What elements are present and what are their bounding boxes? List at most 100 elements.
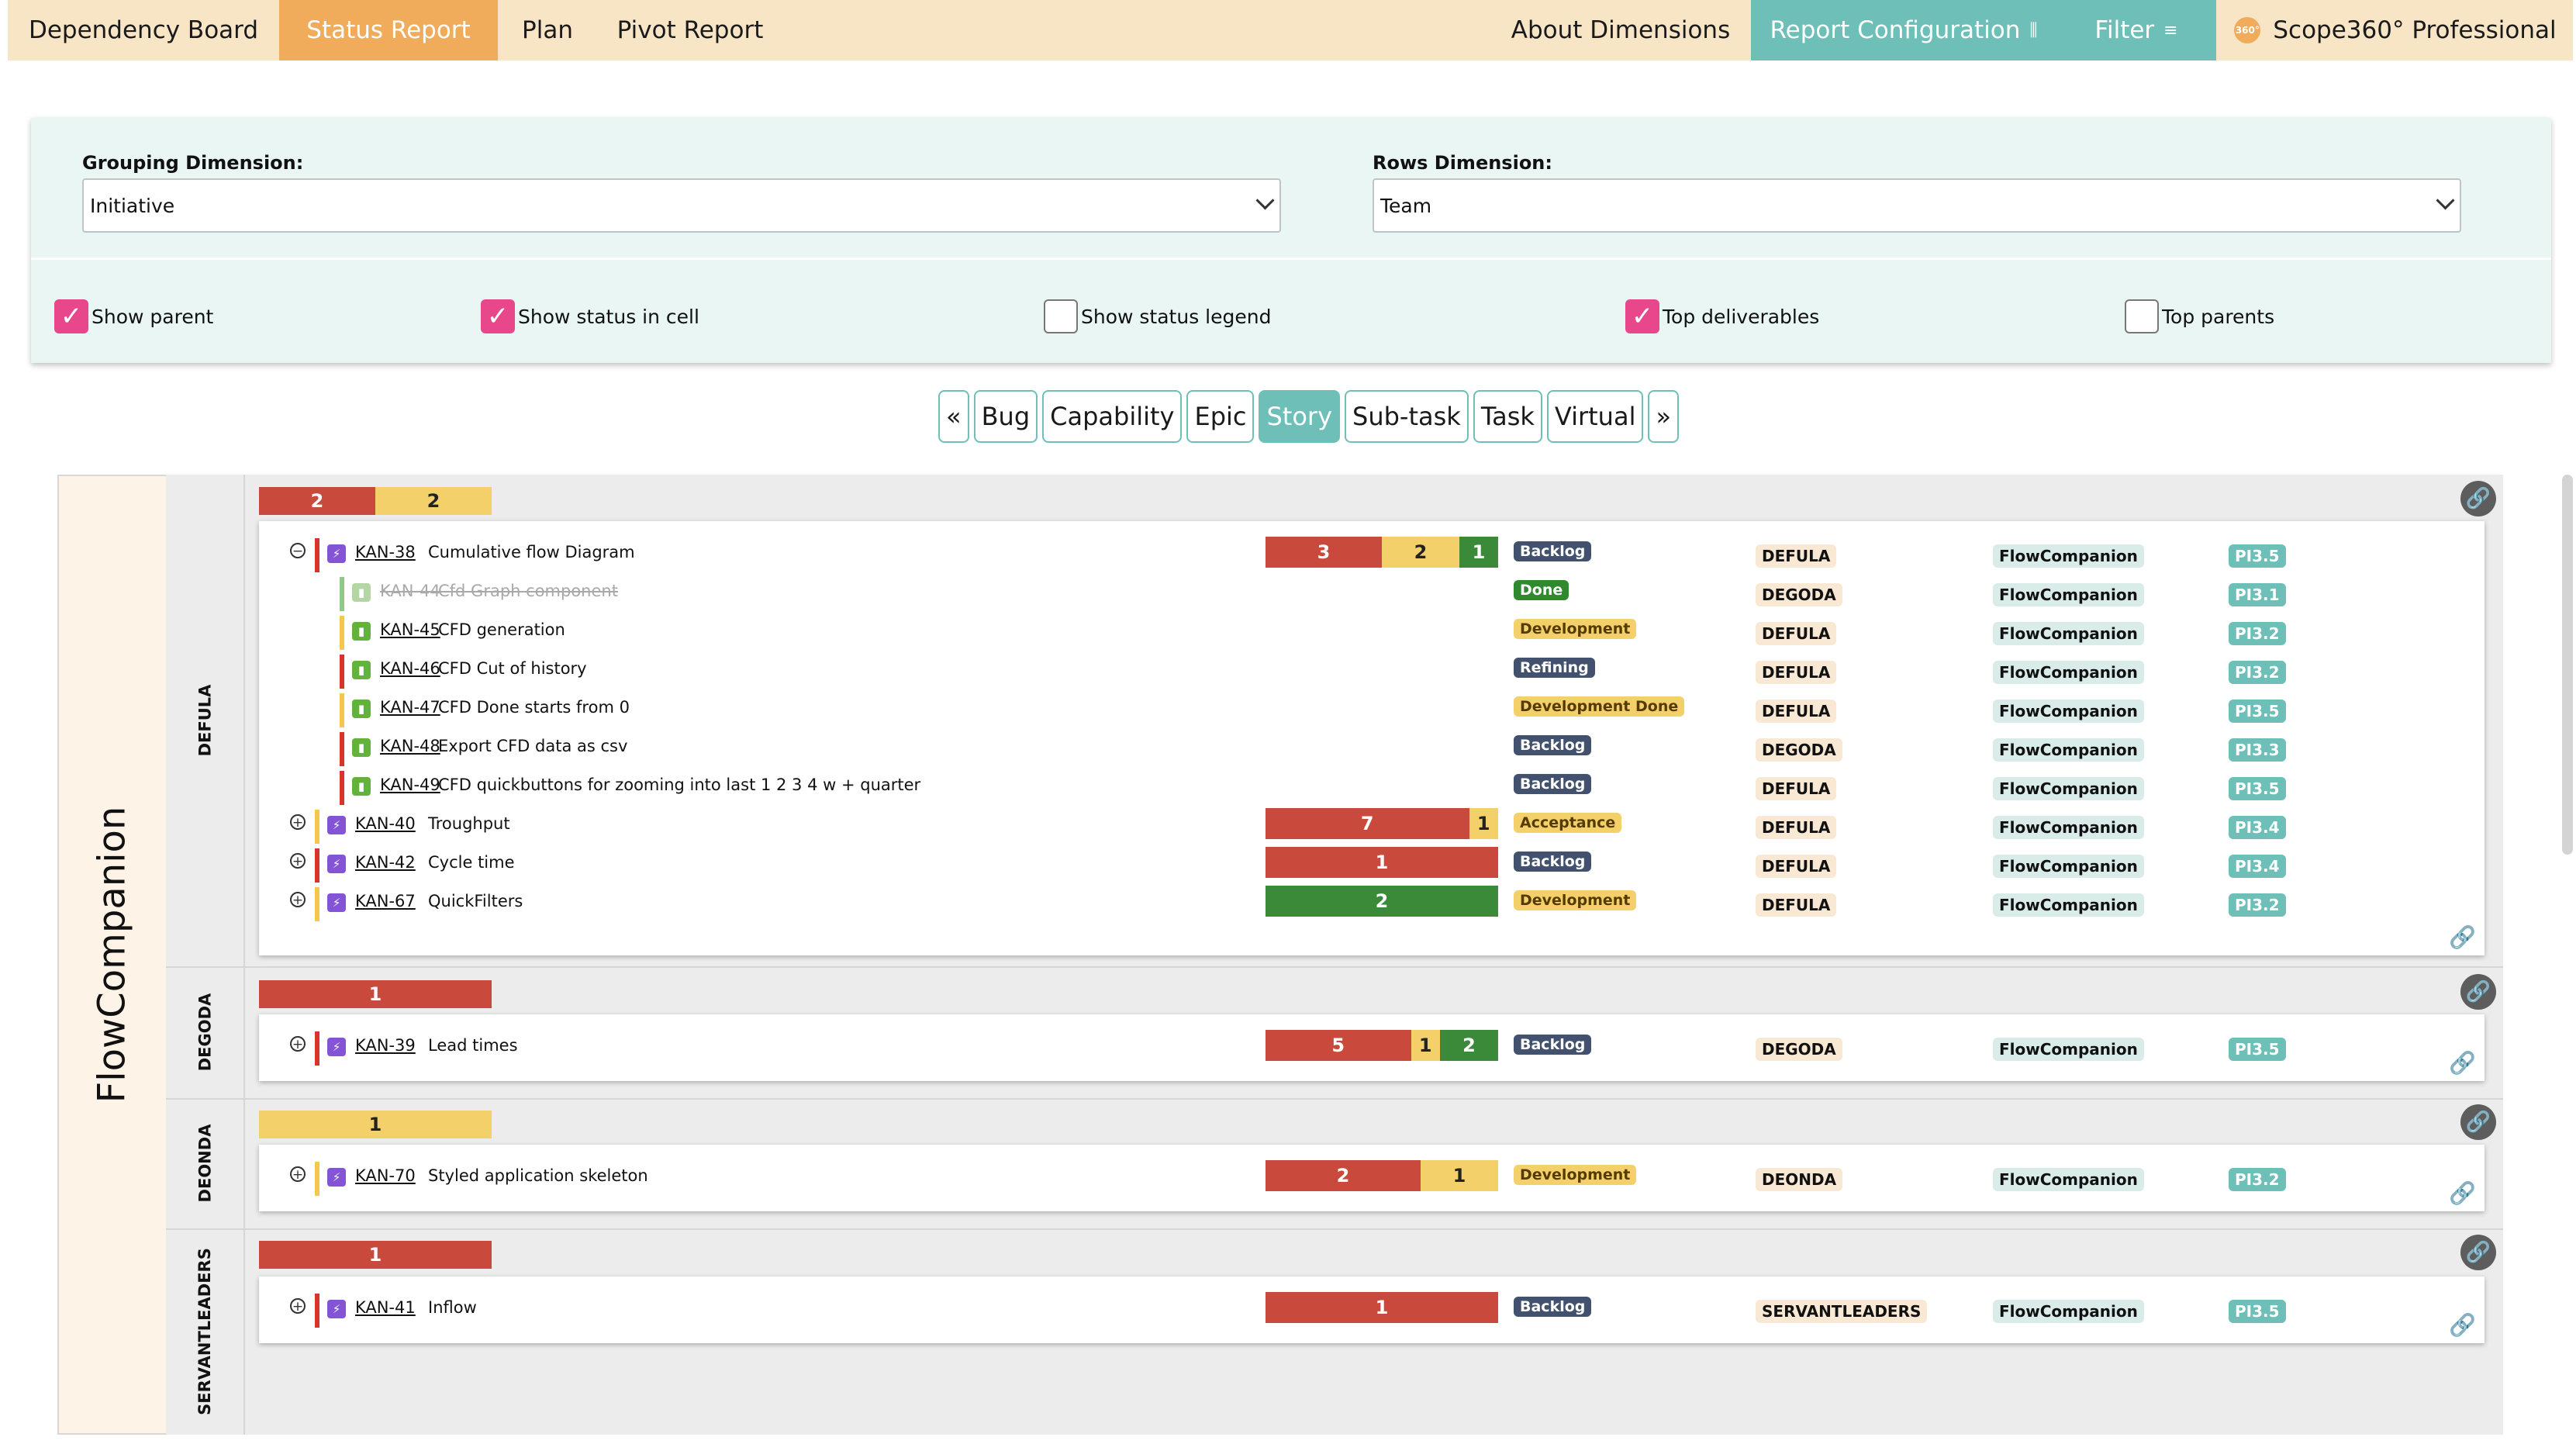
issue-row: ▮ KAN-46 CFD Cut of history Refining DEFULA F… xyxy=(259,653,2484,690)
issue-key-link[interactable]: KAN-42 xyxy=(355,853,416,872)
expand-icon[interactable]: + xyxy=(290,1298,306,1314)
issue-key-link[interactable]: KAN-70 xyxy=(355,1166,416,1185)
vertical-scrollbar[interactable] xyxy=(2562,475,2573,855)
team-row-separator xyxy=(243,966,245,1098)
collapse-icon[interactable]: − xyxy=(290,543,306,558)
issue-key-link[interactable]: KAN-38 xyxy=(355,543,416,561)
initiative-tag: FlowCompanion xyxy=(1993,1038,2144,1061)
link-icon[interactable]: 🔗 xyxy=(2460,1235,2496,1270)
initiative-tag: FlowCompanion xyxy=(1993,816,2144,839)
initiative-tag: FlowCompanion xyxy=(1993,738,2144,762)
checkbox-box[interactable] xyxy=(1044,299,1078,333)
progress-segment: 5 xyxy=(1266,1030,1411,1061)
link-icon[interactable]: 🔗 xyxy=(2460,974,2496,1010)
issue-title: Lead times xyxy=(428,1036,518,1055)
progress-bar: 1 xyxy=(1266,847,1498,878)
link-icon[interactable]: 🔗 xyxy=(2460,481,2496,516)
nav-plan[interactable]: Plan xyxy=(498,0,597,60)
issue-key-link[interactable]: KAN-46 xyxy=(380,659,440,678)
team-row-separator xyxy=(243,1098,245,1228)
issue-type-story[interactable]: Story xyxy=(1259,390,1341,443)
checkbox-box[interactable]: ✓ xyxy=(54,299,88,333)
brand-label: Scope360° Professional xyxy=(2273,16,2557,44)
expand-icon[interactable]: + xyxy=(290,1166,306,1182)
issue-key-link[interactable]: KAN-40 xyxy=(355,814,416,833)
nav-pivot-report[interactable]: Pivot Report xyxy=(597,0,783,60)
nav-brand[interactable]: 360° Scope360° Professional xyxy=(2218,0,2573,60)
expand-icon[interactable]: + xyxy=(290,853,306,869)
issue-key-link[interactable]: KAN-45 xyxy=(380,620,440,639)
checkbox-top-deliverables[interactable]: ✓ Top deliverables xyxy=(1625,299,1819,333)
issue-type-capability[interactable]: Capability xyxy=(1042,390,1183,443)
checkbox-box[interactable]: ✓ xyxy=(481,299,515,333)
progress-segment: 3 xyxy=(1266,537,1382,568)
issue-row: + ⚡ KAN-42 Cycle time 1 Backlog DEFULA FlowComp… xyxy=(259,847,2484,884)
pager-prev-button[interactable]: « xyxy=(938,390,969,443)
issue-key-link[interactable]: KAN-44 xyxy=(380,582,440,600)
rows-dimension-select[interactable]: Team xyxy=(1373,178,2461,233)
issue-title: CFD Done starts from 0 xyxy=(438,698,630,717)
issue-card: + ⚡ KAN-39 Lead times 5 1 2 Backlog DEGODA FlowCo… xyxy=(259,1014,2484,1081)
checkbox-box[interactable]: ✓ xyxy=(1625,299,1659,333)
checkbox-show-status-in-cell[interactable]: ✓ Show status in cell xyxy=(481,299,699,333)
summary-segment: 1 xyxy=(259,1241,492,1269)
priority-stripe xyxy=(340,771,344,805)
issue-type-virtual[interactable]: Virtual xyxy=(1546,390,1644,443)
issue-type-sub-task[interactable]: Sub-task xyxy=(1345,390,1469,443)
checkbox-top-parents[interactable]: Top parents xyxy=(2125,299,2274,333)
summary-segment: 1 xyxy=(259,1111,492,1138)
priority-stripe xyxy=(315,1294,319,1328)
link-icon[interactable]: 🔗 xyxy=(2460,1104,2496,1140)
issue-key-link[interactable]: KAN-48 xyxy=(380,737,440,755)
group-label: FlowCompanion xyxy=(57,475,166,1435)
team-row-label-text: SERVANTLEADERS xyxy=(195,1248,215,1415)
issue-title: Export CFD data as csv xyxy=(438,737,628,755)
expand-icon[interactable]: + xyxy=(290,1036,306,1052)
issue-type-epic[interactable]: Epic xyxy=(1186,390,1255,443)
expand-icon[interactable]: + xyxy=(290,814,306,830)
check-icon: ✓ xyxy=(486,301,509,332)
issue-row: ▮ KAN-47 CFD Done starts from 0 Development… xyxy=(259,692,2484,729)
team-tag: DEFULA xyxy=(1756,777,1837,800)
pager-next-button[interactable]: » xyxy=(1648,390,1680,443)
nav-report-configuration[interactable]: Report Configuration ⫼ xyxy=(1751,0,2056,60)
link-icon[interactable]: 🔗 xyxy=(2449,924,2476,950)
initiative-tag: FlowCompanion xyxy=(1993,544,2144,568)
expand-icon[interactable]: + xyxy=(290,892,306,907)
issue-key-link[interactable]: KAN-39 xyxy=(355,1036,416,1055)
pi-tag: PI3.5 xyxy=(2229,1038,2286,1061)
checkbox-box[interactable] xyxy=(2125,299,2159,333)
initiative-tag: FlowCompanion xyxy=(1993,1300,2144,1323)
team-row-label-text: DEGODA xyxy=(195,993,214,1072)
config-divider xyxy=(31,257,2551,260)
grouping-dimension-select[interactable]: Initiative xyxy=(82,178,1281,233)
team-row-label: DEGODA xyxy=(166,966,243,1098)
grouping-dimension-value: Initiative xyxy=(90,194,175,217)
nav-dependency-board[interactable]: Dependency Board xyxy=(8,0,279,60)
team-tag: DEGODA xyxy=(1756,583,1842,606)
nav-status-report[interactable]: Status Report xyxy=(279,0,498,60)
checkbox-show-status-legend[interactable]: Show status legend xyxy=(1044,299,1271,333)
link-icon[interactable]: 🔗 xyxy=(2449,1312,2476,1338)
priority-stripe xyxy=(340,732,344,766)
issue-key-link[interactable]: KAN-67 xyxy=(355,892,416,910)
issue-key-link[interactable]: KAN-49 xyxy=(380,776,440,794)
link-icon[interactable]: 🔗 xyxy=(2449,1050,2476,1076)
link-icon[interactable]: 🔗 xyxy=(2449,1180,2476,1206)
issue-key-link[interactable]: KAN-41 xyxy=(355,1298,416,1317)
status-badge: Refining xyxy=(1514,658,1595,678)
issue-key-link[interactable]: KAN-47 xyxy=(380,698,440,717)
pi-tag: PI3.5 xyxy=(2229,544,2286,568)
progress-segment: 2 xyxy=(1266,886,1498,917)
issue-type-task[interactable]: Task xyxy=(1473,390,1542,443)
checkbox-show-parent[interactable]: ✓ Show parent xyxy=(54,299,213,333)
nav-about-dimensions[interactable]: About Dimensions xyxy=(1490,0,1751,60)
epic-icon: ⚡ xyxy=(327,816,346,834)
nav-filter[interactable]: Filter ≡ xyxy=(2056,0,2216,60)
initiative-tag: FlowCompanion xyxy=(1993,855,2144,878)
issue-type-bug[interactable]: Bug xyxy=(973,390,1038,443)
chevron-down-icon xyxy=(1255,191,1275,210)
initiative-tag: FlowCompanion xyxy=(1993,583,2144,606)
nav-plan-label: Plan xyxy=(522,16,573,44)
